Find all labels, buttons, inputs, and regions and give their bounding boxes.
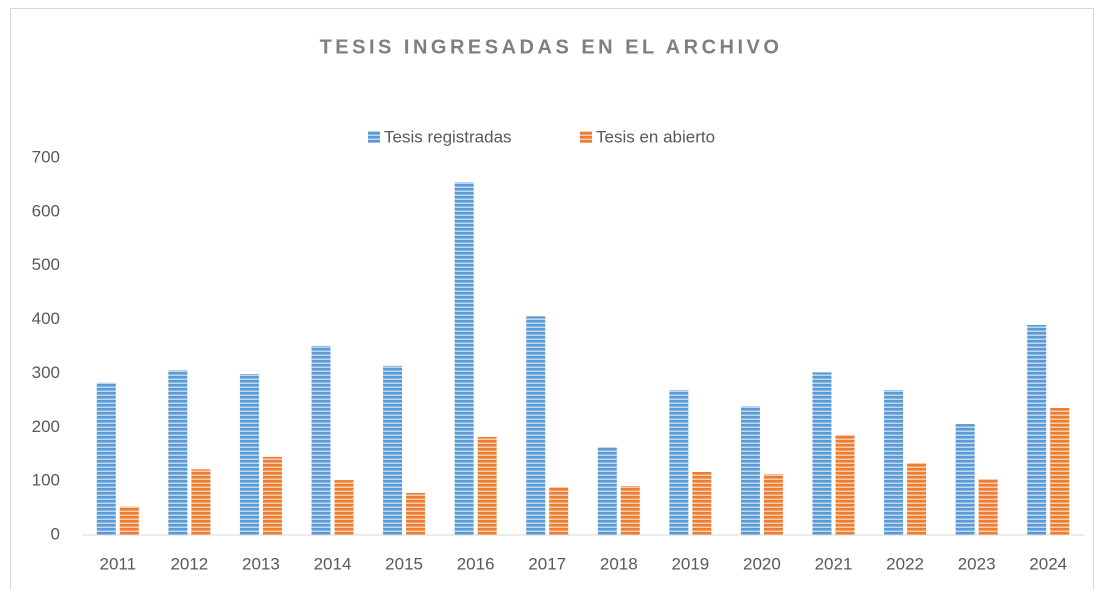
x-tick-label: 2021 xyxy=(815,554,853,573)
bar xyxy=(168,370,188,535)
x-tick-label: 2014 xyxy=(314,554,352,573)
bar xyxy=(383,365,403,535)
bar xyxy=(812,372,832,535)
y-tick-label: 200 xyxy=(32,417,60,436)
bar xyxy=(454,182,474,535)
bar xyxy=(907,462,927,535)
bar xyxy=(549,487,569,535)
y-tick-label: 400 xyxy=(32,309,60,328)
bar xyxy=(597,447,617,535)
x-tick-label: 2018 xyxy=(600,554,638,573)
legend-label: Tesis registradas xyxy=(384,127,512,146)
legend-swatch xyxy=(368,131,380,143)
bar xyxy=(692,471,712,535)
bar xyxy=(477,436,497,535)
x-tick-label: 2019 xyxy=(671,554,709,573)
bar xyxy=(763,474,783,535)
bar xyxy=(884,390,904,535)
x-tick-label: 2011 xyxy=(100,554,137,573)
bar xyxy=(835,434,855,535)
bar xyxy=(978,478,998,535)
x-tick-label: 2024 xyxy=(1029,554,1067,573)
bar xyxy=(955,424,975,535)
bar xyxy=(96,382,116,535)
bar xyxy=(740,406,760,535)
y-tick-label: 300 xyxy=(32,363,60,382)
x-tick-label: 2022 xyxy=(886,554,924,573)
x-tick-label: 2015 xyxy=(385,554,423,573)
bar xyxy=(620,485,640,535)
bar xyxy=(191,469,211,535)
x-tick-label: 2013 xyxy=(242,554,280,573)
bar xyxy=(239,373,259,535)
y-tick-label: 0 xyxy=(51,524,60,543)
bar xyxy=(526,316,546,535)
bar xyxy=(311,345,331,535)
bar xyxy=(1027,324,1047,535)
x-tick-label: 2020 xyxy=(743,554,781,573)
bar xyxy=(1050,407,1070,535)
y-tick-label: 100 xyxy=(32,471,60,490)
x-tick-label: 2012 xyxy=(170,554,208,573)
bar xyxy=(262,456,282,535)
y-tick-label: 600 xyxy=(32,201,60,220)
legend-label: Tesis en abierto xyxy=(596,127,715,146)
bar xyxy=(669,390,689,535)
x-tick-label: 2016 xyxy=(457,554,495,573)
bar xyxy=(119,506,139,535)
y-tick-label: 500 xyxy=(32,255,60,274)
bar xyxy=(406,492,426,535)
x-tick-label: 2017 xyxy=(528,554,566,573)
chart-title: TESIS INGRESADAS EN EL ARCHIVO xyxy=(320,36,783,58)
x-tick-label: 2023 xyxy=(958,554,996,573)
chart-border xyxy=(10,8,1094,590)
legend-swatch xyxy=(580,131,592,143)
bar xyxy=(334,480,354,535)
y-tick-label: 700 xyxy=(32,147,60,166)
